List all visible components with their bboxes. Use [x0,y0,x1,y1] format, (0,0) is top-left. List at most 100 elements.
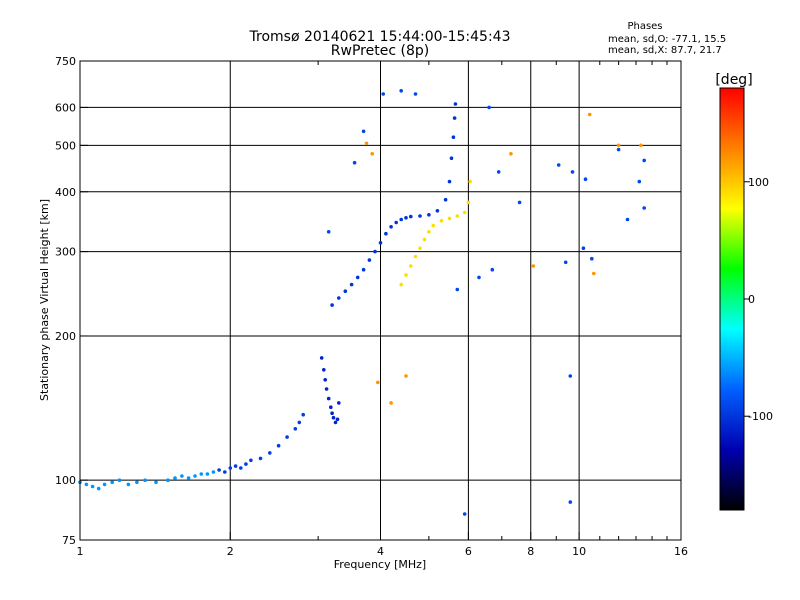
data-point [496,170,501,174]
grid-layer [80,61,681,540]
data-point [376,380,380,385]
data-point [409,214,413,219]
data-point [570,170,575,174]
data-point [509,152,513,156]
data-point [583,177,588,181]
colorbar-tick-label: 100 [748,176,769,189]
data-point [293,427,298,431]
data-point [364,141,369,146]
data-point [413,92,418,96]
data-point [399,282,404,287]
data-point [447,216,452,221]
data-point [102,482,107,487]
data-point [329,405,333,410]
data-point [117,478,122,483]
data-point [326,230,331,234]
phase-stats-x: mean, sd,X: 87.7, 21.7 [608,45,722,56]
data-point [399,217,404,222]
data-point [404,374,408,378]
phase-stats-o: mean, sd,O: -77.1, 15.5 [608,34,726,45]
data-point [180,474,184,478]
data-point [487,105,491,110]
data-point [173,476,177,480]
data-point [639,143,643,148]
data-point [452,116,457,120]
data-point [517,200,522,205]
data-point [431,223,436,228]
x-tick-label: 4 [377,545,384,558]
data-point [96,486,101,491]
data-point [563,260,568,265]
data-point [258,456,263,461]
data-point [394,220,399,225]
data-point [330,303,334,307]
y-tick-label: 100 [55,474,76,487]
colorbar-tick-label: 0 [748,293,755,306]
data-point [186,476,191,480]
data-point [418,246,422,250]
data-point [335,417,340,422]
data-point [556,163,561,167]
chart-title: Tromsø 20140621 15:44:00-15:45:43 [249,29,511,45]
data-point [367,258,372,262]
data-point [590,256,594,261]
data-point [361,129,366,134]
data-point [337,296,341,300]
colorbar-ticks: 100 0 -100 [744,176,773,423]
data-point [477,275,481,280]
data-point [126,482,131,487]
y-tick-label: 600 [55,101,76,114]
data-point [355,275,360,280]
data-point [331,415,336,420]
data-point [587,112,592,117]
data-point [285,435,289,439]
data-point [418,214,422,218]
data-point [319,356,324,360]
data-point [135,480,139,485]
data-point [404,273,408,277]
data-point [568,374,573,378]
data-point [223,470,227,474]
data-point [110,480,114,485]
data-point [143,478,147,483]
y-tick-label: 75 [62,534,76,547]
data-point [637,179,642,184]
data-point [370,152,375,156]
data-point [443,197,448,202]
data-point [531,264,536,268]
data-point [413,254,418,259]
data-point [625,217,630,222]
data-point [301,412,306,417]
data-point [333,420,338,425]
data-point [297,420,302,425]
data-point [166,478,170,483]
x-axis-label: Frequency [MHz] [334,558,426,571]
data-point [468,179,473,184]
x-tick-label: 6 [465,545,472,558]
data-point [217,468,221,472]
data-point [422,237,427,242]
data-point [453,102,458,106]
data-point [322,368,326,372]
data-point [435,209,440,213]
data-point [90,484,95,489]
data-point [352,160,357,165]
data-point [233,464,238,468]
data-point [462,210,467,215]
y-tick-label: 300 [55,246,76,259]
data-point [239,466,243,470]
colorbar [719,87,745,511]
data-point [490,267,495,272]
data-point [349,282,354,287]
data-point [228,466,233,470]
data-point [324,387,329,391]
data-point [193,474,197,478]
y-tick-label: 400 [55,186,76,199]
x-tick-label: 1 [77,545,84,558]
x-tick-label: 10 [572,545,586,558]
ticks-layer: 1 2 4 6 8 10 16 75 100 200 300 400 500 600 750 [55,55,688,558]
data-point [384,231,388,236]
data-point [409,264,413,268]
data-point [462,512,467,516]
